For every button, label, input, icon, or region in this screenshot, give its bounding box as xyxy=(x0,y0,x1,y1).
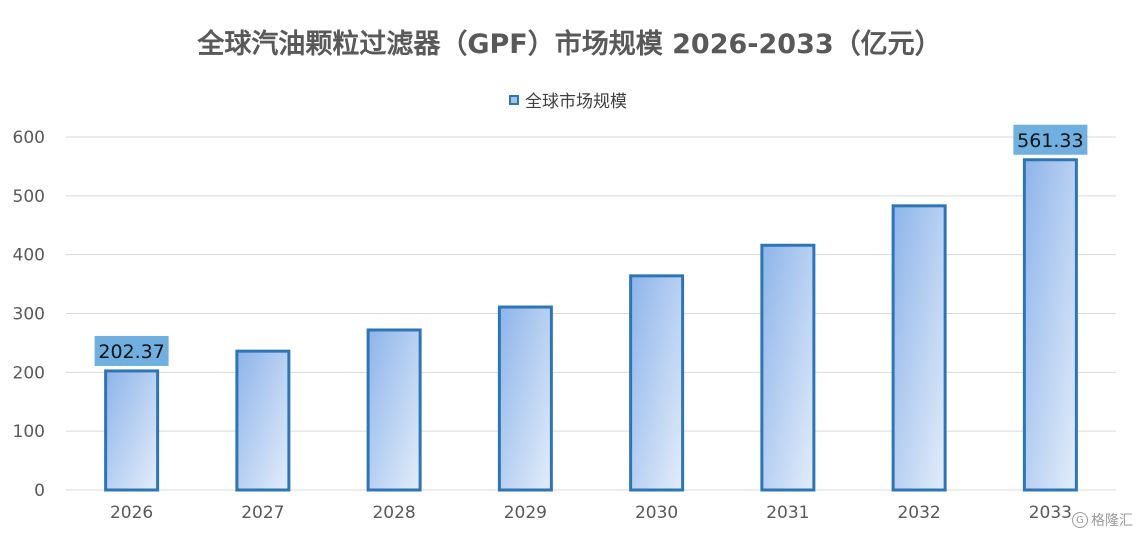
bar-2027 xyxy=(235,349,291,492)
y-tick-label: 200 xyxy=(13,363,45,383)
y-tick-label: 600 xyxy=(13,128,45,148)
watermark-text: 格隆汇 xyxy=(1091,513,1133,529)
x-tick-label: 2026 xyxy=(110,503,153,523)
y-tick-label: 500 xyxy=(13,187,45,207)
y-tick-label: 400 xyxy=(13,246,45,266)
chart-title: 全球汽油颗粒过滤器（GPF）市场规模 2026-2033（亿元） xyxy=(197,29,942,60)
y-tick-label: 300 xyxy=(13,305,45,325)
x-tick-label: 2030 xyxy=(635,503,678,523)
svg-text:561.33: 561.33 xyxy=(1017,130,1083,152)
data-label-2026: 202.37 xyxy=(94,335,169,366)
bar-2033 xyxy=(1022,158,1078,492)
y-tick-label: 0 xyxy=(34,481,45,501)
x-tick-label: 2028 xyxy=(372,503,415,523)
x-tick-label: 2027 xyxy=(241,503,284,523)
legend-swatch xyxy=(509,94,519,105)
x-tick-label: 2029 xyxy=(504,503,547,523)
y-tick-label: 100 xyxy=(13,422,45,442)
x-tick-label: 2032 xyxy=(897,503,940,523)
bar-2029 xyxy=(497,305,553,492)
logo-g-icon: G xyxy=(1072,512,1088,528)
svg-text:202.37: 202.37 xyxy=(98,341,164,363)
x-tick-label: 2031 xyxy=(766,503,809,523)
bar-2030 xyxy=(629,274,685,492)
bar-2031 xyxy=(760,243,816,492)
x-tick-label: 2033 xyxy=(1029,503,1072,523)
bar-2032 xyxy=(891,204,947,492)
legend-label: 全球市场规模 xyxy=(525,92,627,112)
data-label-2033: 561.33 xyxy=(1013,124,1088,155)
legend: 全球市场规模 xyxy=(509,87,627,112)
watermark: G 格隆汇 xyxy=(1072,510,1133,530)
bar-2028 xyxy=(366,328,422,492)
bar-2026 xyxy=(104,369,160,492)
